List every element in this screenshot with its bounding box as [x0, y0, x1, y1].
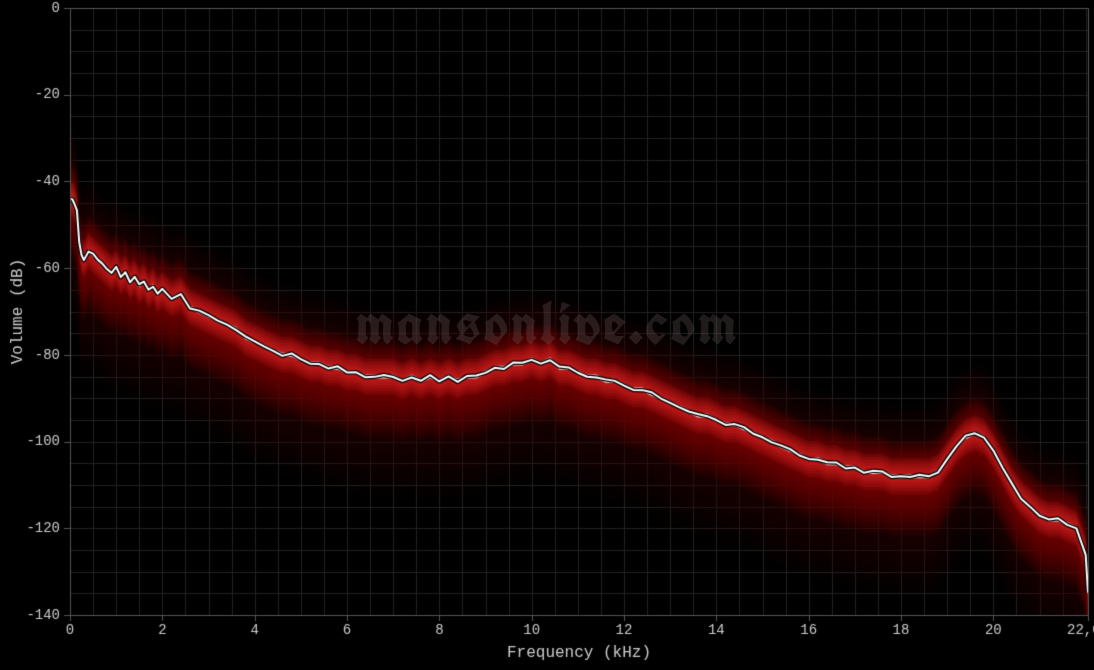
spectrum-analyzer: mansonlive.com — [0, 0, 1094, 670]
spectrum-chart-canvas — [0, 0, 1094, 670]
